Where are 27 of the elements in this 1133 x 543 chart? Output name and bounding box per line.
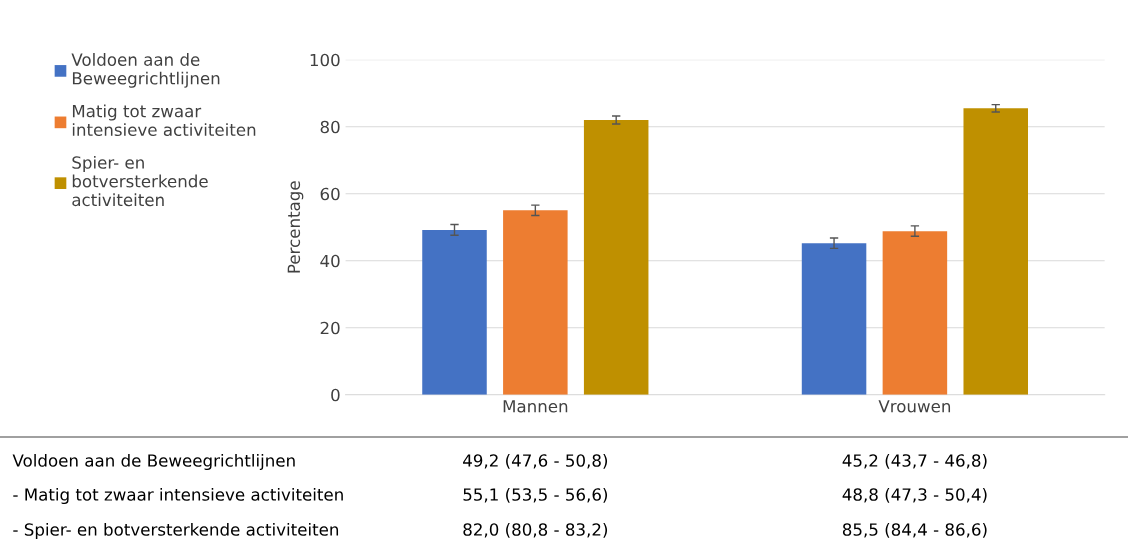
- data-label: 55,1 (53,5 - 56,6): [463, 487, 608, 503]
- data-label: 45,2 (43,7 - 46,8): [842, 453, 987, 469]
- y-tick-label: 20: [320, 321, 340, 335]
- bar: [801, 243, 867, 395]
- text: - Spier- en botversterkende activiteiten: [13, 522, 339, 540]
- y-tick-label: 100: [310, 53, 340, 67]
- legend-label: Spier- en botversterkende activiteiten: [72, 155, 208, 207]
- bar: [422, 229, 487, 395]
- text: Voldoen aan de Beweegrichtlijnen: [12, 453, 295, 471]
- legend-label: Matig tot zwaar intensieve activiteiten: [72, 104, 256, 137]
- x-tick-label: Vrouwen: [878, 400, 951, 413]
- text: - Matig tot zwaar intensieve activiteiten: [13, 487, 343, 505]
- y-tick-label: 0: [331, 388, 340, 402]
- bar: [963, 108, 1028, 395]
- data-label: 85,5 (84,4 - 86,6): [842, 522, 987, 538]
- y-tick-label: 60: [320, 187, 340, 201]
- y-tick-label: 80: [320, 120, 340, 134]
- bar: [882, 231, 948, 395]
- bar: [583, 120, 649, 395]
- data-label: 48,8 (47,3 - 50,4): [842, 487, 987, 503]
- y-axis-title: Percentage: [287, 181, 304, 273]
- x-tick-label: Mannen: [503, 400, 568, 413]
- legend-label: Voldoen aan de Beweegrichtlijnen: [71, 53, 220, 88]
- data-label: 49,2 (47,6 - 50,8): [463, 453, 608, 469]
- bar: [503, 210, 568, 395]
- data-label: 82,0 (80,8 - 83,2): [463, 522, 608, 538]
- y-tick-label: 40: [320, 254, 340, 268]
